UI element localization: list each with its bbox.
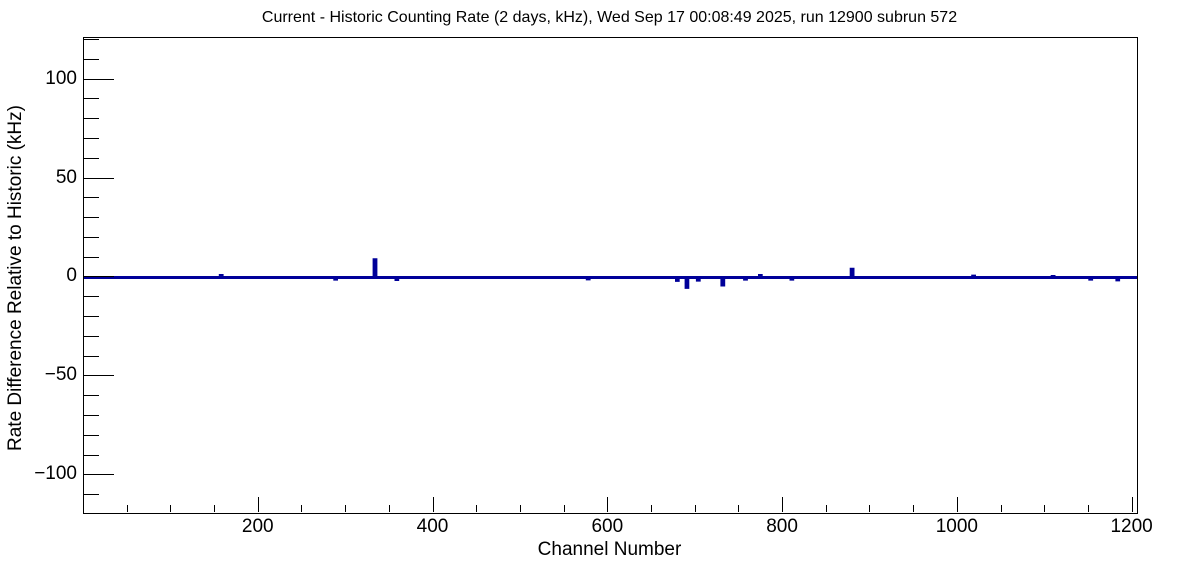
x-tick-label: 200 xyxy=(241,516,274,537)
y-tick-label: 50 xyxy=(55,166,77,188)
x-minor-tick xyxy=(564,505,565,512)
x-minor-tick xyxy=(651,505,652,512)
x-tick-label: 600 xyxy=(591,516,624,537)
x-major-tick xyxy=(957,497,958,512)
x-minor-tick xyxy=(170,505,171,512)
x-minor-tick xyxy=(1044,505,1045,512)
y-minor-tick xyxy=(84,395,99,396)
y-minor-tick xyxy=(84,316,99,317)
x-minor-tick xyxy=(520,505,521,512)
x-major-tick xyxy=(1132,497,1133,512)
x-major-tick xyxy=(258,497,259,512)
y-major-tick xyxy=(84,178,114,179)
data-line-svg xyxy=(84,258,1137,289)
y-minor-tick xyxy=(84,98,99,99)
x-minor-tick xyxy=(476,505,477,512)
y-minor-tick xyxy=(84,336,99,337)
y-major-tick xyxy=(84,79,114,80)
y-major-tick xyxy=(84,474,114,475)
y-tick-label: −100 xyxy=(34,463,77,485)
x-tick-label: 800 xyxy=(766,516,798,537)
plot-title: Current - Historic Counting Rate (2 days… xyxy=(261,9,958,26)
y-minor-tick xyxy=(84,158,99,159)
y-minor-tick xyxy=(84,118,99,119)
y-minor-tick xyxy=(84,494,99,495)
x-tick-label: 1200 xyxy=(1110,516,1153,537)
y-minor-tick xyxy=(84,455,99,456)
x-minor-tick xyxy=(913,505,914,512)
y-minor-tick xyxy=(84,356,99,357)
x-tick-label: 1000 xyxy=(935,516,978,537)
y-minor-tick xyxy=(84,59,99,60)
x-major-tick xyxy=(607,497,608,512)
y-minor-tick xyxy=(84,257,99,258)
x-tick-label: 400 xyxy=(416,516,449,537)
y-major-tick xyxy=(84,276,114,277)
plot-frame xyxy=(83,37,1138,514)
x-minor-tick xyxy=(1088,505,1089,512)
y-minor-tick xyxy=(84,217,99,218)
x-minor-tick xyxy=(214,505,215,512)
y-minor-tick xyxy=(84,415,99,416)
y-tick-label: 0 xyxy=(66,265,77,287)
y-minor-tick xyxy=(84,237,99,238)
x-axis-title: Channel Number xyxy=(537,539,682,560)
x-minor-tick xyxy=(389,505,390,512)
y-tick-label: 100 xyxy=(45,67,77,89)
x-minor-tick xyxy=(1001,505,1002,512)
data-line xyxy=(84,258,1137,289)
y-tick-label: −50 xyxy=(44,364,77,386)
y-minor-tick xyxy=(84,39,99,40)
y-minor-tick xyxy=(84,435,99,436)
x-minor-tick xyxy=(345,505,346,512)
x-minor-tick xyxy=(301,505,302,512)
y-minor-tick xyxy=(84,197,99,198)
x-minor-tick xyxy=(738,505,739,512)
y-axis-title: Rate Difference Relative to Historic (kH… xyxy=(5,105,26,451)
x-minor-tick xyxy=(826,505,827,512)
y-major-tick xyxy=(84,375,114,376)
x-minor-tick xyxy=(695,505,696,512)
y-minor-tick xyxy=(84,296,99,297)
y-minor-tick xyxy=(84,138,99,139)
x-major-tick xyxy=(433,497,434,512)
x-major-tick xyxy=(782,497,783,512)
x-minor-tick xyxy=(869,505,870,512)
x-minor-tick xyxy=(127,505,128,512)
